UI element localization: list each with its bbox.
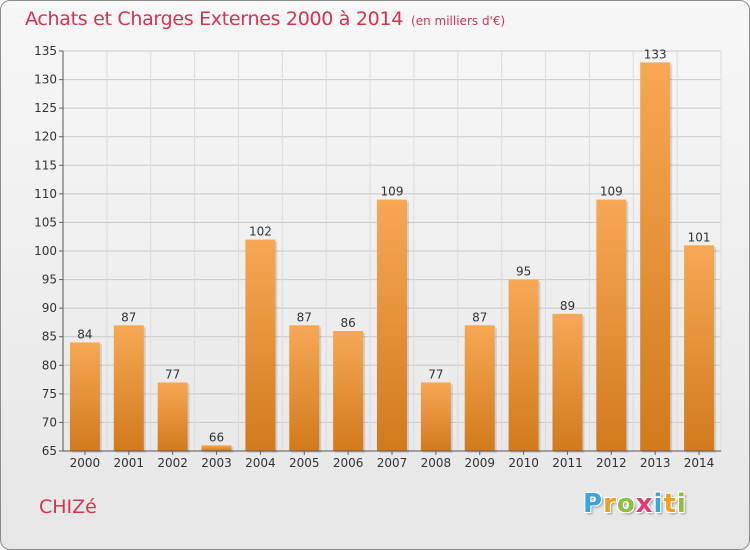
bar [640,62,671,452]
logo-letter: o [616,489,636,519]
bar-value-label: 86 [340,316,355,330]
chart-title: Achats et Charges Externes 2000 à 2014 (e… [25,8,505,30]
bar-value-label: 87 [297,310,312,324]
title-text: Achats et Charges Externes 2000 à 2014 [25,8,404,30]
x-tick-label: 2002 [157,456,188,470]
x-tick-label: 2000 [70,456,101,470]
x-tick-label: 2008 [421,456,452,470]
x-tick-label: 2004 [245,456,276,470]
y-tick-label: 70 [42,415,57,429]
bar-value-label: 89 [560,299,575,313]
x-tick-label: 2011 [552,456,583,470]
bar [684,245,715,451]
x-tick-label: 2014 [684,456,715,470]
bar [69,342,100,451]
logo-letter: x [635,489,654,519]
bar-value-label: 87 [472,310,487,324]
bar-value-label: 109 [600,185,623,199]
y-tick-label: 100 [34,244,57,258]
y-tick-label: 95 [42,273,57,287]
bar [552,313,583,451]
y-tick-label: 115 [34,158,57,172]
y-tick-label: 110 [34,187,57,201]
bar-value-label: 109 [381,185,404,199]
bar-value-label: 95 [516,265,531,279]
y-tick-label: 85 [42,330,57,344]
y-tick-label: 105 [34,215,57,229]
bar-value-label: 133 [644,47,667,61]
bar-value-label: 66 [209,430,224,444]
y-tick-label: 120 [34,130,57,144]
bar [420,382,451,451]
bar [113,325,144,451]
y-tick-label: 130 [34,73,57,87]
chart-subtitle: (en milliers d'€) [411,14,506,28]
bar-value-label: 102 [249,225,272,239]
axis-layer: 65 70 75 80 85 90 95 100 105 110 115 120 125 130 135 20… [34,44,721,470]
bar [464,325,495,451]
logo-letter: t [663,489,677,519]
bar-value-label: 87 [121,310,136,324]
logo-letter: P [583,489,604,519]
x-tick-label: 2012 [596,456,627,470]
bar-value-label: 101 [688,230,711,244]
y-tick-label: 135 [34,44,57,58]
y-tick-label: 65 [42,444,57,458]
bar [596,199,627,451]
x-tick-label: 2010 [508,456,539,470]
bar [377,199,407,451]
x-tick-label: 2003 [201,456,232,470]
x-tick-label: 2007 [377,456,408,470]
bar-value-label: 84 [77,327,92,341]
bar [245,239,276,451]
x-tick-label: 2001 [114,456,145,470]
y-tick-label: 80 [42,358,57,372]
x-tick-label: 2005 [289,456,320,470]
bar [157,382,188,451]
bar-value-label: 77 [428,367,443,381]
x-tick-label: 2013 [640,456,671,470]
bars-layer: 84 87 77 66 102 87 86 109 77 87 95 89 109 133 101 [69,47,717,453]
place-name: CHIZé [39,496,97,518]
bar-value-label: 77 [165,367,180,381]
logo-letter: i [676,489,687,519]
x-tick-label: 2009 [464,456,495,470]
y-tick-label: 75 [42,387,57,401]
logo-letter: i [653,489,664,519]
y-tick-label: 125 [34,101,57,115]
bar [201,445,232,451]
bar [508,279,539,451]
x-tick-label: 2006 [333,456,364,470]
proxiti-logo[interactable]: Proxiti [583,489,687,519]
bar [333,331,364,451]
y-tick-label: 90 [42,301,57,315]
logo-letter: r [603,489,617,519]
bar [289,325,320,451]
